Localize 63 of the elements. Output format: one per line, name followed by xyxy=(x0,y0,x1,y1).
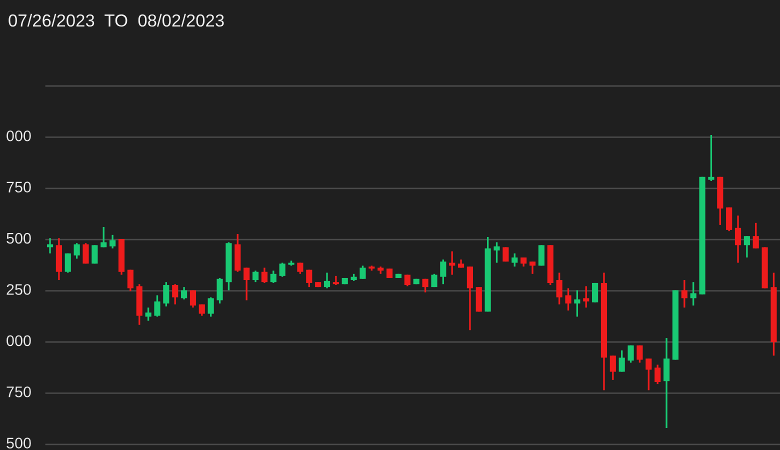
candlestick xyxy=(565,287,572,312)
text: 250 xyxy=(6,284,31,295)
candlestick xyxy=(646,358,652,392)
candlestick xyxy=(332,275,339,286)
candlestick xyxy=(494,241,500,264)
text: 750 xyxy=(6,182,31,192)
candlestick xyxy=(449,250,456,276)
candlestick xyxy=(172,283,178,306)
candlestick xyxy=(422,278,428,294)
candlestick xyxy=(681,279,688,308)
candlestick xyxy=(324,272,330,290)
candlestick xyxy=(654,364,661,385)
candlestick xyxy=(279,262,286,278)
candlestick xyxy=(163,281,170,308)
candlestick xyxy=(502,246,509,262)
candlestick xyxy=(190,289,196,308)
candlestick xyxy=(252,270,259,283)
candlestick xyxy=(708,134,714,182)
candlestick xyxy=(181,286,188,300)
candlestick xyxy=(752,222,759,250)
candlestick xyxy=(610,354,616,381)
candlestick xyxy=(82,242,89,264)
candlestick xyxy=(154,294,160,318)
candlestick xyxy=(261,266,268,284)
candlestick xyxy=(64,252,71,274)
candlestick xyxy=(208,296,214,318)
text: 500 xyxy=(6,232,31,244)
candlestick xyxy=(100,226,107,248)
candlestick xyxy=(663,337,670,429)
candlestick xyxy=(431,273,438,288)
candlestick xyxy=(538,244,544,267)
candlestick xyxy=(574,289,580,318)
candlestick xyxy=(583,285,590,308)
candlestick xyxy=(734,214,742,264)
candlestick xyxy=(529,260,536,275)
candlestick xyxy=(360,264,366,280)
candlestick xyxy=(92,244,98,264)
candlestick xyxy=(726,206,732,232)
candlestick xyxy=(636,344,643,364)
text: 750 xyxy=(6,386,31,398)
candlestick xyxy=(306,268,312,288)
candlestick xyxy=(690,281,696,306)
candlestick xyxy=(244,266,250,302)
candlestick xyxy=(440,258,446,285)
candlestick xyxy=(628,344,634,364)
candlestick xyxy=(512,252,518,268)
candlestick xyxy=(466,266,473,331)
text: 500 xyxy=(6,438,31,448)
candlestick xyxy=(270,270,276,284)
candlestick xyxy=(145,306,152,322)
candlestick xyxy=(556,272,562,306)
candlestick xyxy=(592,282,598,304)
candlestick xyxy=(110,234,116,250)
text: 000 xyxy=(6,130,31,142)
chart-title: 07/26/2023 TO 08/02/2023 xyxy=(8,14,224,27)
candlestick xyxy=(386,268,393,279)
candlestick xyxy=(216,277,223,304)
candlestick xyxy=(297,262,304,275)
text: 000 xyxy=(6,335,31,346)
candlestick xyxy=(74,242,80,260)
candlestick xyxy=(618,350,625,373)
candlestick xyxy=(744,235,750,258)
candlestick xyxy=(127,268,134,292)
